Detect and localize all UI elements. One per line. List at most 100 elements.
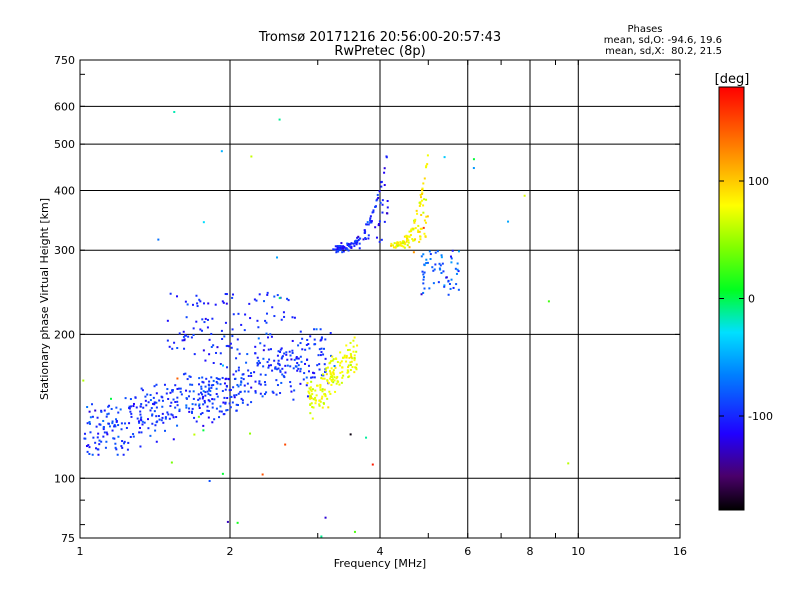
data-point xyxy=(191,407,194,410)
y-tick-label: 300 xyxy=(54,244,75,257)
data-point xyxy=(188,410,191,413)
data-point xyxy=(134,396,137,399)
data-point xyxy=(246,382,249,385)
data-point xyxy=(405,240,408,243)
data-point xyxy=(310,402,313,405)
data-point xyxy=(176,400,179,403)
data-point xyxy=(330,367,333,370)
data-point xyxy=(164,416,167,419)
data-point xyxy=(132,405,135,408)
data-point xyxy=(291,349,294,352)
data-point xyxy=(223,335,226,338)
data-point xyxy=(102,419,105,422)
data-point xyxy=(127,441,130,444)
data-point xyxy=(327,406,330,409)
data-point xyxy=(255,299,258,302)
data-point xyxy=(164,429,167,432)
data-point xyxy=(139,413,142,416)
data-point xyxy=(223,382,226,385)
data-point xyxy=(110,397,113,400)
data-point xyxy=(428,250,431,253)
data-point xyxy=(406,238,409,241)
data-point xyxy=(297,367,300,370)
data-point xyxy=(232,373,235,376)
data-point xyxy=(126,448,129,451)
data-point xyxy=(322,402,325,405)
data-point xyxy=(381,211,384,214)
data-point xyxy=(414,238,417,241)
data-point xyxy=(440,254,443,257)
data-point xyxy=(228,389,231,392)
data-point xyxy=(394,246,397,249)
data-point xyxy=(208,353,211,356)
data-point xyxy=(335,357,338,360)
data-point xyxy=(269,364,272,367)
data-point xyxy=(341,356,344,359)
data-point xyxy=(233,394,236,397)
data-point xyxy=(267,366,270,369)
data-point xyxy=(149,409,152,412)
data-point xyxy=(107,405,110,408)
data-point xyxy=(185,406,188,409)
data-point xyxy=(287,299,290,302)
data-point xyxy=(237,366,240,369)
data-point xyxy=(315,328,318,331)
data-point xyxy=(279,350,282,353)
data-point xyxy=(319,388,322,391)
data-point xyxy=(307,390,310,393)
data-point xyxy=(442,270,445,273)
y-tick-label: 200 xyxy=(54,328,75,341)
data-point xyxy=(339,371,342,374)
data-point xyxy=(214,303,217,306)
data-point xyxy=(407,241,410,244)
data-point xyxy=(279,392,282,395)
data-point xyxy=(86,422,89,425)
data-point xyxy=(264,319,267,322)
data-point xyxy=(456,262,459,265)
data-point xyxy=(198,403,201,406)
data-point xyxy=(128,422,131,425)
data-point xyxy=(102,426,105,429)
data-point xyxy=(359,237,362,240)
data-point xyxy=(243,384,246,387)
data-point xyxy=(428,287,431,290)
data-point xyxy=(311,417,314,420)
data-point xyxy=(320,377,323,380)
data-point xyxy=(210,376,213,379)
data-point xyxy=(324,338,327,341)
data-point xyxy=(174,406,177,409)
data-point xyxy=(194,403,197,406)
data-point xyxy=(95,425,98,428)
data-point xyxy=(207,399,210,402)
data-point xyxy=(100,409,103,412)
data-point xyxy=(369,221,372,224)
data-point xyxy=(211,384,214,387)
data-point xyxy=(182,335,185,338)
data-point xyxy=(342,245,345,248)
data-point xyxy=(212,379,215,382)
data-point xyxy=(98,443,101,446)
data-point xyxy=(169,405,172,408)
data-point xyxy=(414,227,417,230)
data-point xyxy=(262,357,265,360)
data-point xyxy=(173,110,176,113)
data-point xyxy=(330,383,333,386)
data-point xyxy=(236,338,239,341)
data-point xyxy=(183,339,186,342)
data-point xyxy=(283,376,286,379)
data-point xyxy=(438,267,441,270)
data-point xyxy=(420,199,423,202)
data-point xyxy=(346,369,349,372)
data-point xyxy=(438,262,441,265)
data-point xyxy=(328,362,331,365)
data-point xyxy=(113,437,116,440)
data-point xyxy=(207,409,210,412)
data-point xyxy=(185,389,188,392)
data-point xyxy=(240,377,243,380)
data-point xyxy=(352,339,355,342)
data-point xyxy=(314,402,317,405)
data-point xyxy=(332,372,335,375)
data-point xyxy=(412,239,415,242)
data-point xyxy=(188,407,191,410)
data-point xyxy=(400,244,403,247)
